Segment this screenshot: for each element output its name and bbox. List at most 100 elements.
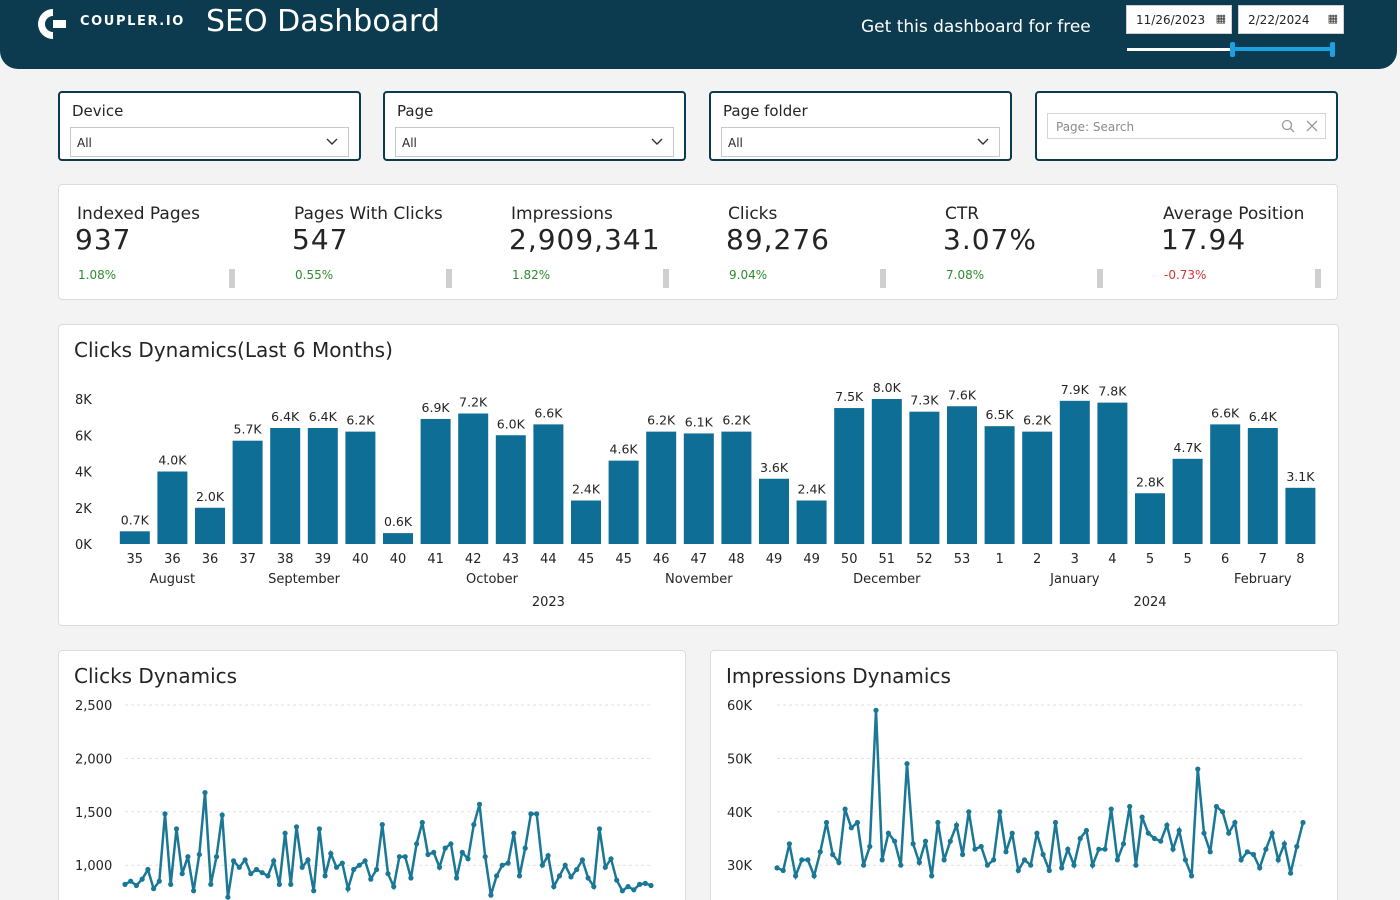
data-point [947, 838, 953, 844]
data-point [385, 871, 391, 877]
bar [307, 428, 338, 544]
kpi-trend-bar [446, 269, 452, 288]
kpi-trend-bar [880, 269, 886, 288]
kpi-label: Average Position [1163, 204, 1305, 224]
data-point [408, 875, 414, 881]
clear-icon[interactable] [1305, 119, 1319, 133]
x-tick-label: 40 [352, 552, 369, 567]
page-select-value: All [402, 136, 417, 150]
bar [119, 531, 150, 544]
bar [871, 399, 902, 544]
data-point [619, 888, 626, 894]
data-point [345, 886, 351, 892]
bar [1097, 402, 1128, 544]
bar [909, 411, 940, 544]
data-point [1021, 857, 1028, 863]
data-point [910, 841, 916, 847]
data-point [1189, 873, 1195, 879]
page-folder-filter-label: Page folder [723, 102, 808, 120]
bar [947, 406, 977, 544]
bar [571, 500, 601, 544]
bar [232, 440, 263, 544]
month-label: October [466, 572, 519, 587]
bar-data-label: 6.2K [346, 413, 375, 428]
data-point [1139, 814, 1145, 820]
kpi-label: Impressions [511, 204, 613, 224]
bar-data-label: 7.6K [948, 387, 977, 402]
data-point [799, 857, 805, 863]
month-label: January [1049, 572, 1100, 587]
data-point [299, 864, 305, 870]
page-select[interactable]: All [395, 127, 674, 157]
data-point [208, 881, 214, 887]
bar [759, 478, 789, 544]
data-point [585, 875, 591, 881]
bar-data-label: 6.9K [422, 400, 451, 415]
data-point [1120, 841, 1127, 847]
kpi-delta: 7.08% [946, 268, 985, 282]
data-point [185, 854, 191, 860]
x-tick-label: 4 [1108, 552, 1116, 567]
bar-data-label: 7.5K [835, 389, 864, 404]
data-point [1090, 862, 1096, 868]
data-point [231, 858, 237, 864]
calendar-icon[interactable]: ▦ [1327, 12, 1338, 25]
y-tick-label: 6K [75, 429, 92, 444]
data-point [1052, 819, 1059, 826]
calendar-icon[interactable]: ▦ [1215, 12, 1226, 25]
coupler-logo-icon [38, 9, 66, 39]
bar-data-label: 6.2K [1023, 413, 1052, 428]
data-point [311, 888, 317, 894]
data-point [568, 874, 574, 880]
data-point [574, 866, 580, 873]
date-start-input[interactable]: 11/26/2023 ▦ [1126, 5, 1232, 34]
kpi-label: Pages With Clicks [294, 204, 443, 224]
date-end-input[interactable]: 2/22/2024 ▦ [1238, 5, 1344, 34]
data-point [528, 811, 534, 817]
data-point [614, 877, 620, 883]
y-tick-label: 1,500 [75, 806, 112, 821]
y-tick-label: 2K [75, 502, 92, 517]
bar-data-label: 0.6K [384, 514, 413, 529]
data-point [596, 826, 603, 832]
impressions-line-chart: 30K 40K 50K 60K [727, 699, 1306, 881]
clicks-chart-title: Clicks Dynamics [74, 664, 238, 688]
data-point [830, 851, 836, 858]
device-select[interactable]: All [70, 127, 349, 157]
x-tick-label: 35 [127, 552, 144, 567]
get-dashboard-link[interactable]: Get this dashboard for free [861, 17, 1091, 37]
data-point [1201, 830, 1207, 836]
kpi-label: Indexed Pages [77, 204, 200, 224]
clicks-line-chart: 1,000 1,500 2,000 2,500 [75, 699, 654, 900]
data-point [1046, 867, 1052, 874]
month-label: August [150, 572, 196, 587]
data-point [374, 866, 380, 873]
bar-data-label: 2.8K [1136, 474, 1165, 489]
data-point [1151, 835, 1158, 842]
kpi-label: CTR [945, 204, 980, 224]
series-line [124, 792, 652, 898]
data-point [1269, 830, 1275, 836]
x-tick-label: 1 [995, 552, 1003, 567]
clicks-dynamics-panel: Clicks Dynamics 1,000 1,500 2,000 2,500 [58, 650, 686, 900]
data-point [978, 843, 984, 850]
page-folder-select[interactable]: All [721, 127, 1000, 157]
data-point [984, 862, 990, 868]
date-range-handle-end[interactable] [1330, 42, 1335, 57]
y-tick-label: 1,000 [75, 859, 112, 874]
x-tick-label: 3 [1071, 552, 1079, 567]
y-tick-label: 2,500 [75, 699, 112, 714]
data-point [1083, 827, 1089, 834]
x-tick-label: 5 [1183, 552, 1191, 567]
y-tick-label: 60K [727, 699, 753, 714]
data-point [419, 819, 425, 826]
date-range-handle-start[interactable] [1230, 42, 1235, 57]
data-point [225, 894, 231, 900]
data-point [465, 856, 471, 862]
search-icon[interactable] [1281, 119, 1295, 133]
page-search-input[interactable]: Page: Search [1047, 113, 1326, 139]
data-point [774, 865, 780, 871]
bar [1172, 458, 1203, 544]
bar-data-label: 6.2K [722, 413, 751, 428]
data-point [1300, 819, 1306, 826]
